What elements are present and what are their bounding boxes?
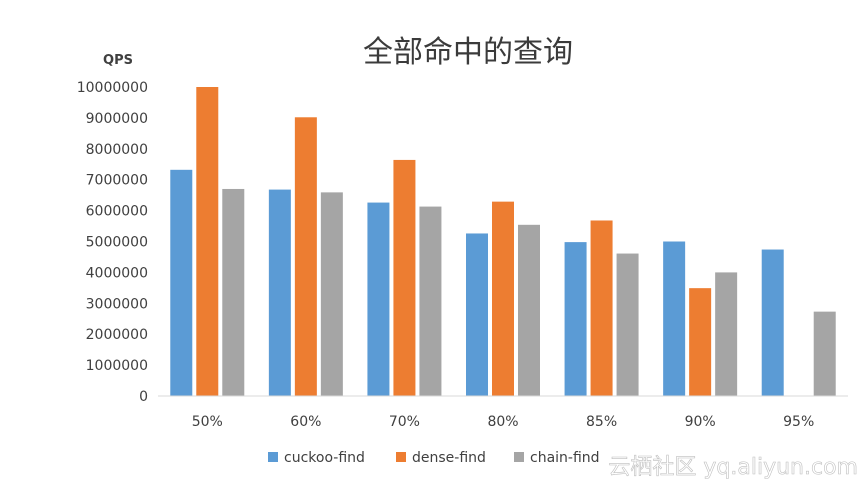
y-tick-label: 0 — [139, 389, 148, 405]
bar-dense-find-90pct — [689, 288, 712, 396]
legend-swatch-chain-find — [514, 452, 524, 462]
bars-group — [170, 87, 836, 397]
x-axis-ticks: 50% 60% 70% 80% 85% 90% 95% — [192, 414, 815, 430]
legend-swatch-cuckoo-find — [268, 452, 278, 462]
bar-chain-find-95pct — [813, 311, 836, 396]
y-tick-label: 9000000 — [86, 111, 148, 127]
x-tick-label: 95% — [783, 414, 814, 430]
y-tick-label: 7000000 — [86, 173, 148, 189]
bar-chain-find-80pct — [518, 224, 540, 396]
bar-chain-find-60pct — [320, 192, 343, 396]
x-tick-label: 80% — [487, 414, 518, 430]
x-tick-label: 90% — [685, 414, 716, 430]
legend-label-chain-find: chain-find — [530, 450, 600, 466]
bar-chain-find-85pct — [616, 253, 639, 396]
y-tick-label: 10000000 — [77, 80, 148, 96]
y-tick-label: 4000000 — [86, 265, 148, 281]
legend-label-dense-find: dense-find — [412, 450, 486, 466]
bar-chain-find-70pct — [419, 206, 442, 396]
bar-dense-find-60pct — [294, 117, 317, 397]
bar-dense-find-85pct — [590, 220, 613, 396]
bar-cuckoo-find-95pct — [761, 249, 784, 396]
x-tick-label: 60% — [290, 414, 321, 430]
bar-dense-find-50pct — [196, 87, 219, 396]
legend-swatch-dense-find — [396, 452, 406, 462]
bar-chain-find-50pct — [222, 188, 245, 396]
bar-dense-find-70pct — [393, 159, 416, 396]
y-axis-ticks: 0 1000000 2000000 3000000 4000000 5000000 6000… — [77, 80, 148, 405]
y-axis-label: QPS — [103, 53, 133, 68]
bar-chain-find-90pct — [715, 272, 738, 396]
y-tick-label: 6000000 — [86, 204, 148, 220]
bar-cuckoo-find-85pct — [564, 242, 587, 396]
x-tick-label: 85% — [586, 414, 617, 430]
legend-label-cuckoo-find: cuckoo-find — [284, 450, 365, 466]
watermark: 云栖社区 yq.aliyun.com — [608, 455, 858, 480]
bar-cuckoo-find-80pct — [466, 233, 488, 396]
bar-dense-find-80pct — [492, 201, 514, 396]
y-tick-label: 1000000 — [86, 358, 148, 374]
x-tick-label: 70% — [389, 414, 420, 430]
bar-cuckoo-find-50pct — [170, 169, 193, 396]
legend: cuckoo-find dense-find chain-find — [268, 450, 600, 466]
bar-cuckoo-find-90pct — [663, 241, 686, 396]
bar-cuckoo-find-60pct — [268, 189, 291, 396]
x-tick-label: 50% — [192, 414, 223, 430]
y-tick-label: 5000000 — [86, 235, 148, 251]
y-tick-label: 8000000 — [86, 142, 148, 158]
bar-cuckoo-find-70pct — [367, 202, 390, 396]
y-tick-label: 3000000 — [86, 296, 148, 312]
chart-title: 全部命中的查询 — [363, 35, 573, 70]
y-tick-label: 2000000 — [86, 327, 148, 343]
